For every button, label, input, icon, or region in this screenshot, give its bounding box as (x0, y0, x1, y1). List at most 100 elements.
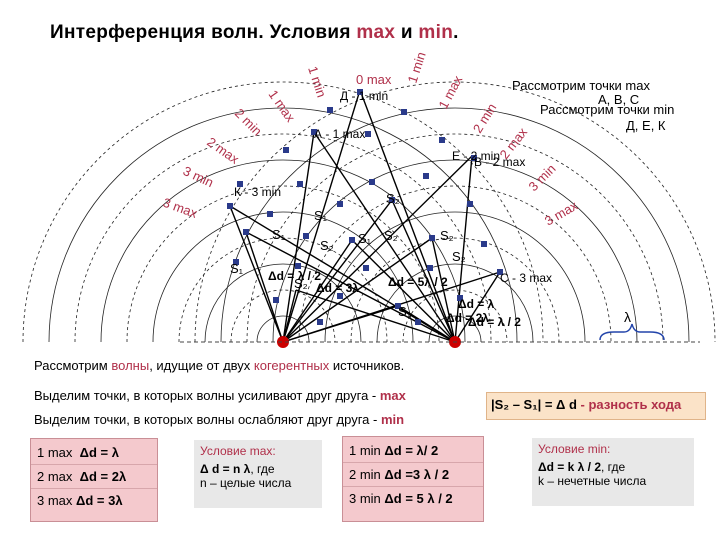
intersection-point-0 (357, 89, 363, 95)
intersection-point-15 (389, 197, 395, 203)
intersection-points (227, 89, 503, 325)
delta-label-5half: Δd = 5λ / 2 (388, 275, 448, 289)
min-item-1: 1 min Δd = λ/ 2 (349, 443, 439, 458)
wave-front-1-7 (100, 159, 466, 343)
intersection-point-1 (327, 107, 333, 113)
arc-label-0-max: 0 max (356, 72, 392, 87)
select-max-text: Выделим точки, в которых волны усиливают… (34, 388, 380, 403)
max-list-box: 1 max Δd = λ 2 max Δd = 2λ 3 max Δd = 3λ (30, 438, 158, 522)
note-min-points-list: Д, Е, К (626, 118, 666, 133)
intersection-point-20 (429, 235, 435, 241)
title-and: и (395, 22, 419, 43)
lambda-label: λ (624, 309, 631, 325)
point-label-c: С - 3 max (500, 271, 552, 285)
delta-label-half: Δd = λ / 2 (268, 269, 321, 283)
intersection-point-8 (237, 181, 243, 187)
ray-8-1 (282, 305, 399, 343)
source-1-dot (277, 336, 289, 348)
wave-front-2-8 (246, 133, 664, 343)
wave-front-2-5 (324, 211, 586, 343)
ray-5-2 (391, 199, 456, 343)
intersection-point-27 (273, 297, 279, 303)
wave-front-1-6 (126, 185, 440, 343)
arc-label-3-min-left: 3 min (181, 163, 216, 190)
arc-label-1-max-right: 1 max (435, 73, 465, 112)
intersection-point-26 (497, 269, 503, 275)
wave-front-1-2 (230, 289, 336, 343)
intersection-point-5 (439, 137, 445, 143)
ray-8-2 (397, 305, 456, 343)
max-condition-note: n – целые числа (200, 476, 292, 490)
interference-diagram: λ 0 max 1 min 1 min 1 max 1 max 2 min 2 … (22, 50, 716, 348)
wave-front-2-3 (376, 263, 534, 343)
ray-10-2 (351, 239, 456, 343)
point-label-a: А - 1 max (314, 127, 365, 141)
wave-front-2-1 (428, 315, 482, 343)
max-condition-formula: Δ d = n λ (200, 462, 251, 476)
waves-before: Рассмотрим (34, 358, 112, 373)
s2-label-d: S₂ (452, 249, 466, 264)
ray-0-1 (282, 89, 361, 343)
intersection-point-14 (337, 201, 343, 207)
intersection-point-2 (401, 109, 407, 115)
select-min-sentence: Выделим точки, в которых волны ослабляют… (34, 412, 404, 427)
intersection-point-13 (267, 211, 273, 217)
ray-0-2 (359, 89, 456, 343)
max-item-2: 2 max Δd = 2λ (37, 469, 127, 484)
s1-label-b: S₁ (272, 227, 286, 242)
intersection-point-23 (295, 263, 301, 269)
intersection-point-19 (349, 237, 355, 243)
point-label-d: Д - 1 min (340, 89, 388, 103)
intersection-point-32 (415, 319, 421, 325)
intersection-point-30 (457, 295, 463, 301)
intersection-point-7 (283, 147, 289, 153)
min-condition-title: Условие min: (538, 442, 611, 456)
title-main: Интерференция волн. Условия (50, 22, 357, 43)
lambda-brace (599, 323, 665, 341)
ray-6-1 (245, 231, 284, 343)
intersection-point-24 (363, 265, 369, 271)
max-condition-title: Условие max: (200, 444, 276, 458)
ray-3-1 (229, 205, 284, 343)
max-condition-box: Условие max: Δ d = n λ, где n – целые чи… (194, 440, 322, 508)
delta-label-l: Δd = λ (458, 297, 495, 311)
interference-rays (229, 89, 501, 343)
wave-front-1-5 (152, 211, 414, 343)
intersection-point-11 (423, 173, 429, 179)
arc-label-2-min-right: 2 min (470, 101, 500, 136)
waves-sentence: Рассмотрим волны, идущие от двух когерен… (34, 358, 404, 373)
min-item-3: 3 min Δd = 5 λ / 2 (349, 491, 453, 506)
intersection-point-25 (427, 265, 433, 271)
s2-label-e: S₂ (294, 276, 308, 291)
waves-word: волны (111, 358, 150, 373)
note-min-points: Рассмотрим точки min (540, 102, 675, 117)
max-item-3: 3 max Δd = 3λ (37, 493, 123, 508)
note-max-points: Рассмотрим точки max (512, 78, 650, 93)
delta-label-half-b: Δd = λ / 2 (468, 315, 521, 329)
max-item-1: 1 max Δd = λ (37, 445, 119, 460)
ray-7-2 (431, 237, 456, 343)
intersection-point-31 (317, 319, 323, 325)
path-diff-desc: - разность хода (576, 397, 682, 412)
point-label-k: К - 3 min (234, 185, 281, 199)
coherent-word: когерентных (253, 358, 330, 373)
min-condition-formula: Δd = k λ / 2 (538, 460, 601, 474)
wave-front-2-10 (194, 81, 716, 343)
wave-front-1-9 (48, 107, 518, 343)
intersection-point-18 (303, 233, 309, 239)
max-condition-rest: , где (250, 462, 275, 476)
intersection-point-6 (471, 155, 477, 161)
wave-fronts-source-2 (194, 81, 716, 343)
arc-label-3-max-right: 3 max (542, 198, 581, 229)
ray-10-1 (282, 239, 353, 343)
intersection-point-10 (369, 179, 375, 185)
min-condition-rest: , где (601, 460, 626, 474)
wave-front-1-1 (256, 315, 310, 343)
ray-2-2 (454, 155, 473, 343)
arc-label-2-min-left: 2 min (232, 106, 265, 139)
waves-after: источников. (329, 358, 405, 373)
arc-label-1-min-left: 1 min (305, 64, 329, 99)
wave-front-1-8 (74, 133, 492, 343)
select-max-sentence: Выделим точки, в которых волны усиливают… (34, 388, 406, 403)
select-min-text: Выделим точки, в которых волны ослабляют… (34, 412, 381, 427)
